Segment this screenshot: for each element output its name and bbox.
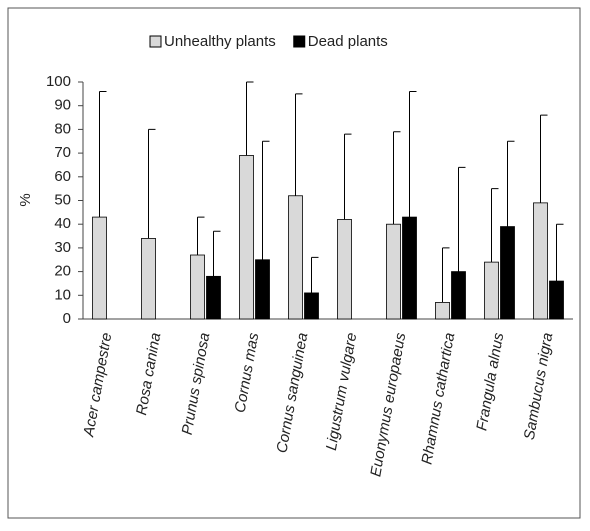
error-bar xyxy=(197,216,205,256)
y-tick-label: 90 xyxy=(54,97,71,114)
error-bar xyxy=(99,90,107,218)
error-bar xyxy=(246,81,254,156)
x-tick-label: Acer campestre xyxy=(80,331,115,438)
bar xyxy=(337,219,352,320)
bar xyxy=(92,216,107,320)
x-tick-label: Prunus spinosa xyxy=(179,331,214,436)
bar xyxy=(255,259,270,320)
bar xyxy=(484,261,499,320)
error-bar xyxy=(393,131,401,225)
bar xyxy=(288,195,303,320)
y-tick-label: 20 xyxy=(54,263,71,280)
error-bar xyxy=(213,230,221,277)
y-tick-label: 10 xyxy=(54,286,71,303)
bar xyxy=(500,226,515,320)
legend-swatch xyxy=(293,35,306,48)
y-tick-label: 70 xyxy=(54,144,71,161)
y-tick-label: 50 xyxy=(54,191,71,208)
bar xyxy=(190,254,205,320)
error-bar xyxy=(458,166,466,272)
y-tick-label: 100 xyxy=(46,73,71,90)
error-bar xyxy=(442,247,450,303)
error-bar xyxy=(540,114,548,203)
error-bar xyxy=(556,223,564,282)
error-bar xyxy=(295,93,303,196)
bar xyxy=(533,202,548,320)
bar xyxy=(141,238,156,320)
bar xyxy=(304,292,319,320)
x-tick-label: Cornus mas xyxy=(232,331,263,414)
legend-label: Dead plants xyxy=(308,33,388,50)
error-bar xyxy=(491,188,499,263)
error-bar xyxy=(344,133,352,220)
bar xyxy=(435,302,450,320)
bar xyxy=(451,271,466,320)
frame xyxy=(7,7,581,519)
error-bar xyxy=(507,140,515,227)
bar xyxy=(239,155,254,320)
bar xyxy=(402,216,417,320)
y-tick-label: 80 xyxy=(54,120,71,137)
x-tick-label: Sambucus nigra xyxy=(521,331,557,441)
x-tick-label: Rhamnus cathartica xyxy=(418,331,458,465)
legend-label: Unhealthy plants xyxy=(164,33,276,50)
x-tick-label: Euonymus europaeus xyxy=(367,331,409,478)
x-tick-label: Frangula alnus xyxy=(473,331,507,432)
bar xyxy=(206,275,221,320)
y-axis-label: % xyxy=(17,193,34,206)
y-tick-label: 30 xyxy=(54,239,71,256)
x-tick-label: Ligustrum vulgare xyxy=(323,331,360,451)
legend-swatch xyxy=(149,35,162,48)
error-bar xyxy=(148,128,156,239)
error-bar xyxy=(409,90,417,218)
y-tick-label: 0 xyxy=(63,310,71,327)
x-tick-label: Cornus sanguinea xyxy=(273,331,311,454)
bar xyxy=(386,223,401,320)
bar xyxy=(549,280,564,320)
error-bar xyxy=(311,256,319,293)
x-tick-label: Rosa canina xyxy=(133,331,164,416)
error-bar xyxy=(262,140,270,260)
y-tick-label: 60 xyxy=(54,168,71,185)
y-tick-label: 40 xyxy=(54,215,71,232)
